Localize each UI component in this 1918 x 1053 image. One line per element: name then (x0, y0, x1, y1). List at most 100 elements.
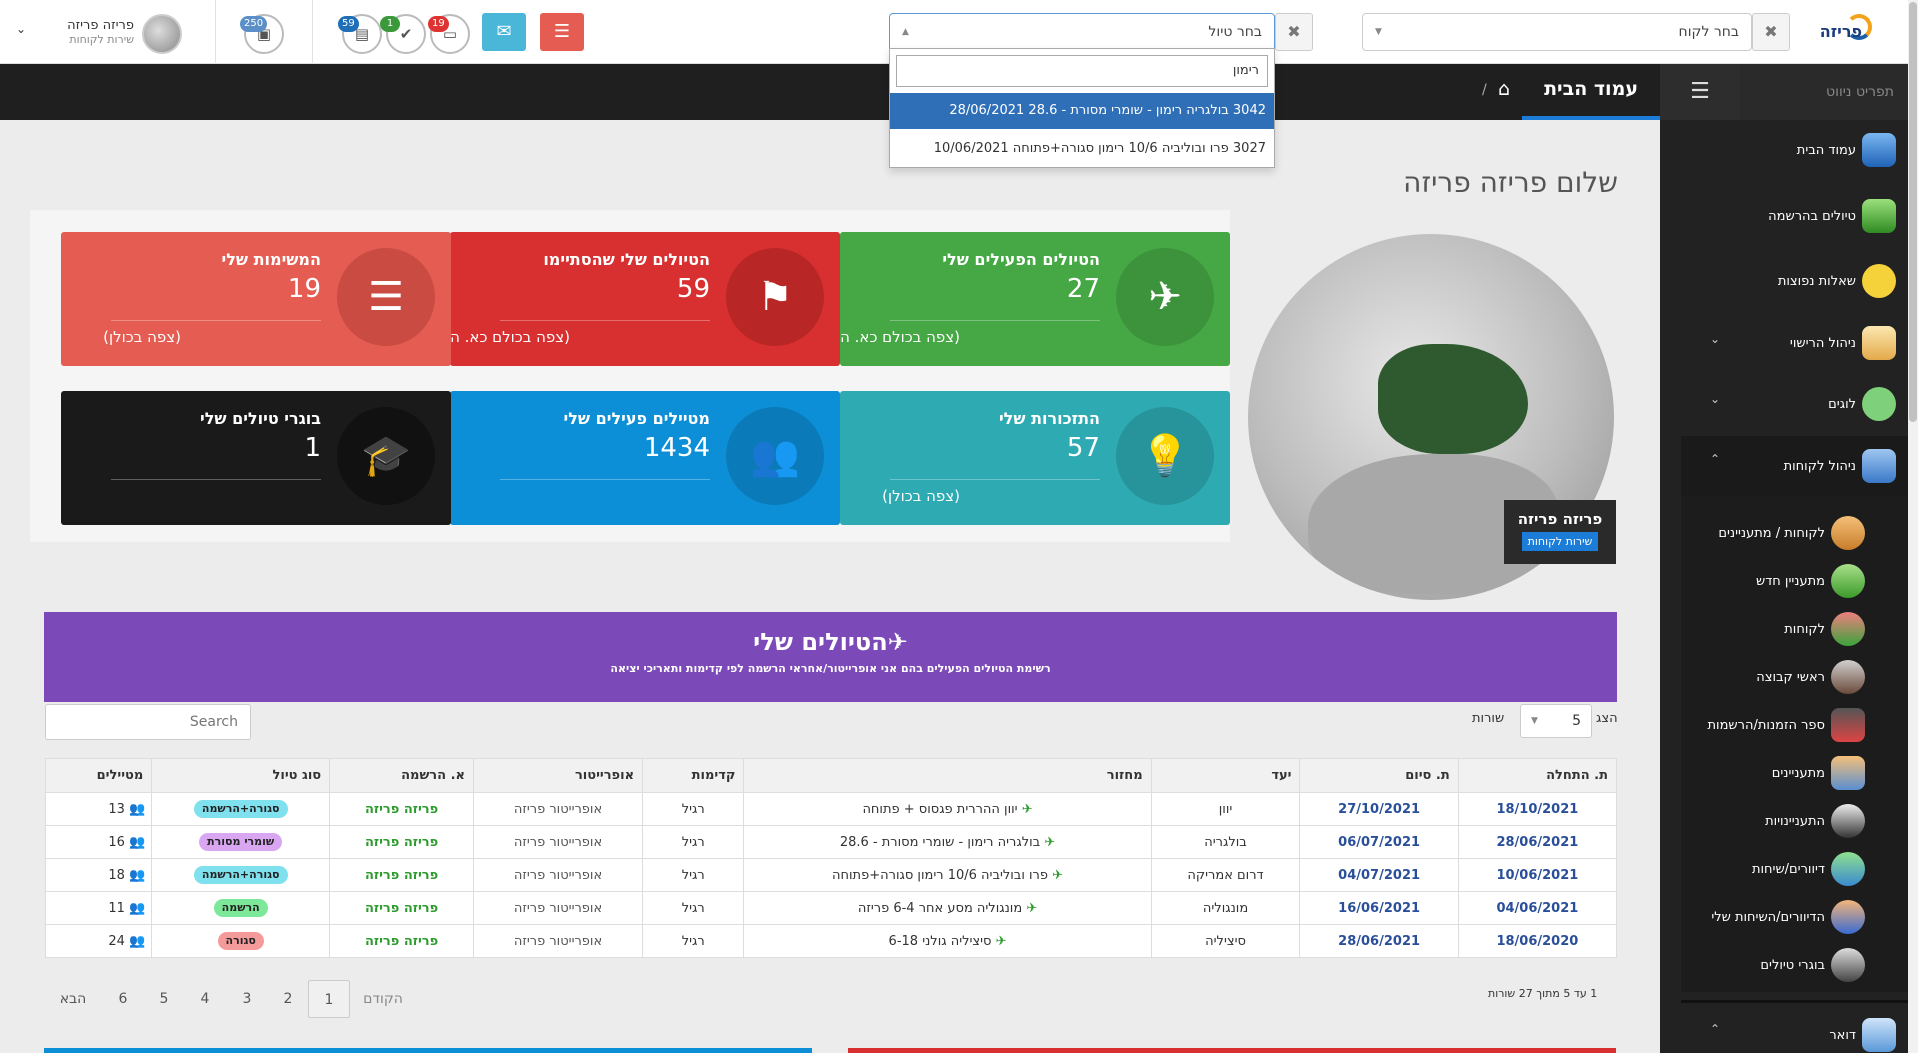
end-date-cell: 04/07/2021 (1299, 858, 1459, 892)
avatar[interactable] (142, 14, 182, 54)
page-button[interactable]: 4 (200, 991, 210, 1007)
table-row[interactable]: 04/06/2021 16/06/2021 מונגוליה ✈ מונגולי… (44, 891, 1618, 925)
trip-select-label: בחר טיול (1208, 24, 1262, 40)
col-travelers-header[interactable]: מטיילים (44, 758, 153, 793)
sidebar-item-mail[interactable]: דואר (1829, 1012, 1896, 1053)
trips-table: ת. התחלה ת. סיום יעד מחזור קדימות אופרייטור א.… (44, 758, 1618, 958)
col-destination-header[interactable]: יעד (1150, 758, 1301, 793)
sidebar-item-license[interactable]: ניהול הרישוי (1790, 320, 1896, 366)
col-operator-header[interactable]: אופרייטור (472, 758, 644, 793)
sidebar-subitem[interactable]: הדיוורים/השיחות שלי (1711, 894, 1865, 940)
cycle-cell[interactable]: ✈ מונגוליה מסע אחר 6-4 פריזה (743, 891, 1152, 925)
page-next-button[interactable]: הבא (59, 991, 87, 1007)
card-active-trips[interactable]: ✈ הטיולים הפעילים שלי 27 (צפה בכולם כא. … (795, 232, 1230, 366)
customer-select[interactable]: בחר לקוח ▼ (1362, 13, 1752, 51)
check-icon: ✔ (399, 25, 413, 43)
trip-option[interactable]: 3027 פרו ובוליביה 10/6 רימון סגורה+פתוחה… (933, 141, 1266, 156)
table-search-input[interactable] (45, 704, 251, 740)
card-active-travelers[interactable]: 👥 מטיילים פעילים שלי 1434 (450, 391, 840, 525)
sidebar-subitem[interactable]: ספר הזמנות/הרשמות (1708, 702, 1865, 748)
sidebar-subitem[interactable]: לקוחות / מתעניינים (1718, 510, 1865, 556)
card-finished-trips[interactable]: ⚑ הטיולים שלי שהסתיימו 59 (צפה בכולם כא.… (405, 232, 840, 366)
table-row[interactable]: 18/06/2020 28/06/2021 סיציליה ✈ סיציליה … (44, 924, 1618, 958)
col-cycle-header[interactable]: מחזור (743, 758, 1152, 793)
registration-cell[interactable]: פריזה פריזה (329, 858, 474, 892)
travelers-cell[interactable]: 👥 16 (44, 825, 153, 859)
mail-button[interactable]: ✉ (482, 13, 526, 51)
table-row[interactable]: 18/10/2021 27/10/2021 יוון ✈ יוון ההררית… (44, 792, 1618, 826)
cycle-link[interactable]: סיציליה גולני 6-18 (888, 933, 992, 949)
show-label: הצג (1596, 711, 1618, 726)
sidebar-toggle-button[interactable]: ☰ (1660, 64, 1740, 120)
table-row[interactable]: 28/06/2021 06/07/2021 בולגריה ✈ בולגריה … (44, 825, 1618, 859)
card-link[interactable]: (צפה בכולן) (103, 328, 181, 346)
registration-cell[interactable]: פריזה פריזה (329, 792, 474, 826)
page-button[interactable]: 3 (242, 991, 252, 1007)
card-graduates[interactable]: 🎓 בוגרי טיולים שלי 1 (61, 391, 451, 525)
registration-cell[interactable]: פריזה פריזה (329, 891, 474, 925)
user-info[interactable]: פריזה פריזה שירות לקוחות (40, 18, 134, 46)
page-prev-button[interactable]: הקודם (363, 991, 403, 1007)
registration-cell[interactable]: פריזה פריזה (329, 924, 474, 958)
sidebar-item-faq[interactable]: שאלות נפוצות (1778, 258, 1896, 304)
cycle-link[interactable]: בולגריה רימון - שומרי מסורת - 28.6 (839, 834, 1041, 850)
sidebar-subitem[interactable]: מתעניינים (1772, 750, 1865, 796)
active-tab-underline (1522, 116, 1660, 120)
cycle-link[interactable]: יוון ההררית פגסוס + פתוחה (862, 801, 1018, 817)
sidebar-subitem[interactable]: בוגרי טיולים (1760, 942, 1865, 988)
chevron-down-icon: ▼ (1375, 27, 1382, 37)
travelers-cell[interactable]: 👥 11 (44, 891, 153, 925)
col-end-date-header[interactable]: ת. סיום (1299, 758, 1459, 793)
user-menu-chevron-icon[interactable]: ⌄ (16, 22, 27, 36)
col-registration-header[interactable]: א. הרשמה (329, 758, 474, 793)
trip-search-input[interactable]: רימון (896, 55, 1268, 87)
cycle-cell[interactable]: ✈ פרו ובוליביה 10/6 רימון סגורה+פתוחה (743, 858, 1152, 892)
scrollbar[interactable] (1908, 0, 1918, 1053)
rows-select[interactable]: 5 ▼ (1520, 704, 1592, 738)
page-button[interactable]: 6 (118, 991, 128, 1007)
sidebar-item-trips-registration[interactable]: טיולים בהרשמה (1768, 193, 1896, 239)
travelers-cell[interactable]: 👥 13 (44, 792, 153, 826)
logo[interactable]: פריזה (1810, 12, 1872, 52)
clear-customer-button[interactable]: ✖ (1752, 13, 1790, 51)
col-trip-type-header[interactable]: סוג טיול (151, 758, 331, 793)
card-link[interactable]: (צפה בכולן) (882, 487, 960, 505)
cycle-cell[interactable]: ✈ יוון ההררית פגסוס + פתוחה (743, 792, 1152, 826)
card-tasks[interactable]: ☰ המשימות שלי 19 (צפה בכולן) (61, 232, 451, 366)
cycle-cell[interactable]: ✈ בולגריה רימון - שומרי מסורת - 28.6 (743, 825, 1152, 859)
clear-trip-button[interactable]: ✖ (1275, 13, 1313, 51)
sidebar-subitem[interactable]: מתעניין חדש (1756, 558, 1865, 604)
col-start-date-header[interactable]: ת. התחלה (1457, 758, 1618, 793)
sidebar-item-home[interactable]: עמוד הבית (1797, 127, 1896, 173)
sidebar-subitem[interactable]: לקוחות (1784, 606, 1865, 652)
tasks-list-button[interactable]: ☰ (540, 13, 584, 51)
registration-cell[interactable]: פריזה פריזה (329, 825, 474, 859)
sidebar-subitem[interactable]: דיוורים/שיחות (1752, 846, 1865, 892)
chevron-down-icon[interactable]: ⌄ (1710, 392, 1721, 406)
page-button[interactable]: 2 (283, 991, 293, 1007)
card-reminders[interactable]: 💡 התזכורות שלי 57 (צפה בכולן) (840, 391, 1230, 525)
travelers-cell[interactable]: 👥 18 (44, 858, 153, 892)
sidebar-subitem[interactable]: התעניינויות (1765, 798, 1865, 844)
cycle-link[interactable]: מונגוליה מסע אחר 6-4 פריזה (857, 900, 1023, 916)
sidebar-item-logs[interactable]: לוגים (1828, 381, 1896, 427)
cycle-cell[interactable]: ✈ סיציליה גולני 6-18 (743, 924, 1152, 958)
cycle-link[interactable]: פרו ובוליביה 10/6 רימון סגורה+פתוחה (832, 867, 1048, 883)
end-date-cell: 27/10/2021 (1299, 792, 1459, 826)
trip-type-cell: סגורה+הרשמה (151, 858, 331, 892)
trip-option-highlighted[interactable]: 3042 בולגריה רימון - שומרי מסורת - 28.6 … (890, 93, 1274, 129)
table-row[interactable]: 10/06/2021 04/07/2021 דרום אמריקה ✈ פרו … (44, 858, 1618, 892)
page-button-active[interactable]: 1 (308, 980, 350, 1018)
trip-select[interactable]: בחר טיול ▲ (889, 13, 1275, 51)
chevron-down-icon[interactable]: ⌄ (1710, 332, 1721, 346)
chevron-up-icon[interactable]: ⌃ (1710, 1022, 1721, 1036)
sidebar-item-customers-mgmt[interactable]: ניהול לקוחות (1784, 443, 1896, 489)
col-priority-header[interactable]: קדימות (642, 758, 745, 793)
sidebar-subitem[interactable]: ראשי קבוצה (1756, 654, 1865, 700)
scrollbar-thumb[interactable] (1909, 2, 1917, 422)
travelers-cell[interactable]: 👥 24 (44, 924, 153, 958)
home-icon[interactable]: ⌂ (1498, 78, 1511, 100)
page-button[interactable]: 5 (159, 991, 169, 1007)
card-divider (500, 479, 710, 480)
chevron-up-icon[interactable]: ⌃ (1710, 452, 1721, 466)
